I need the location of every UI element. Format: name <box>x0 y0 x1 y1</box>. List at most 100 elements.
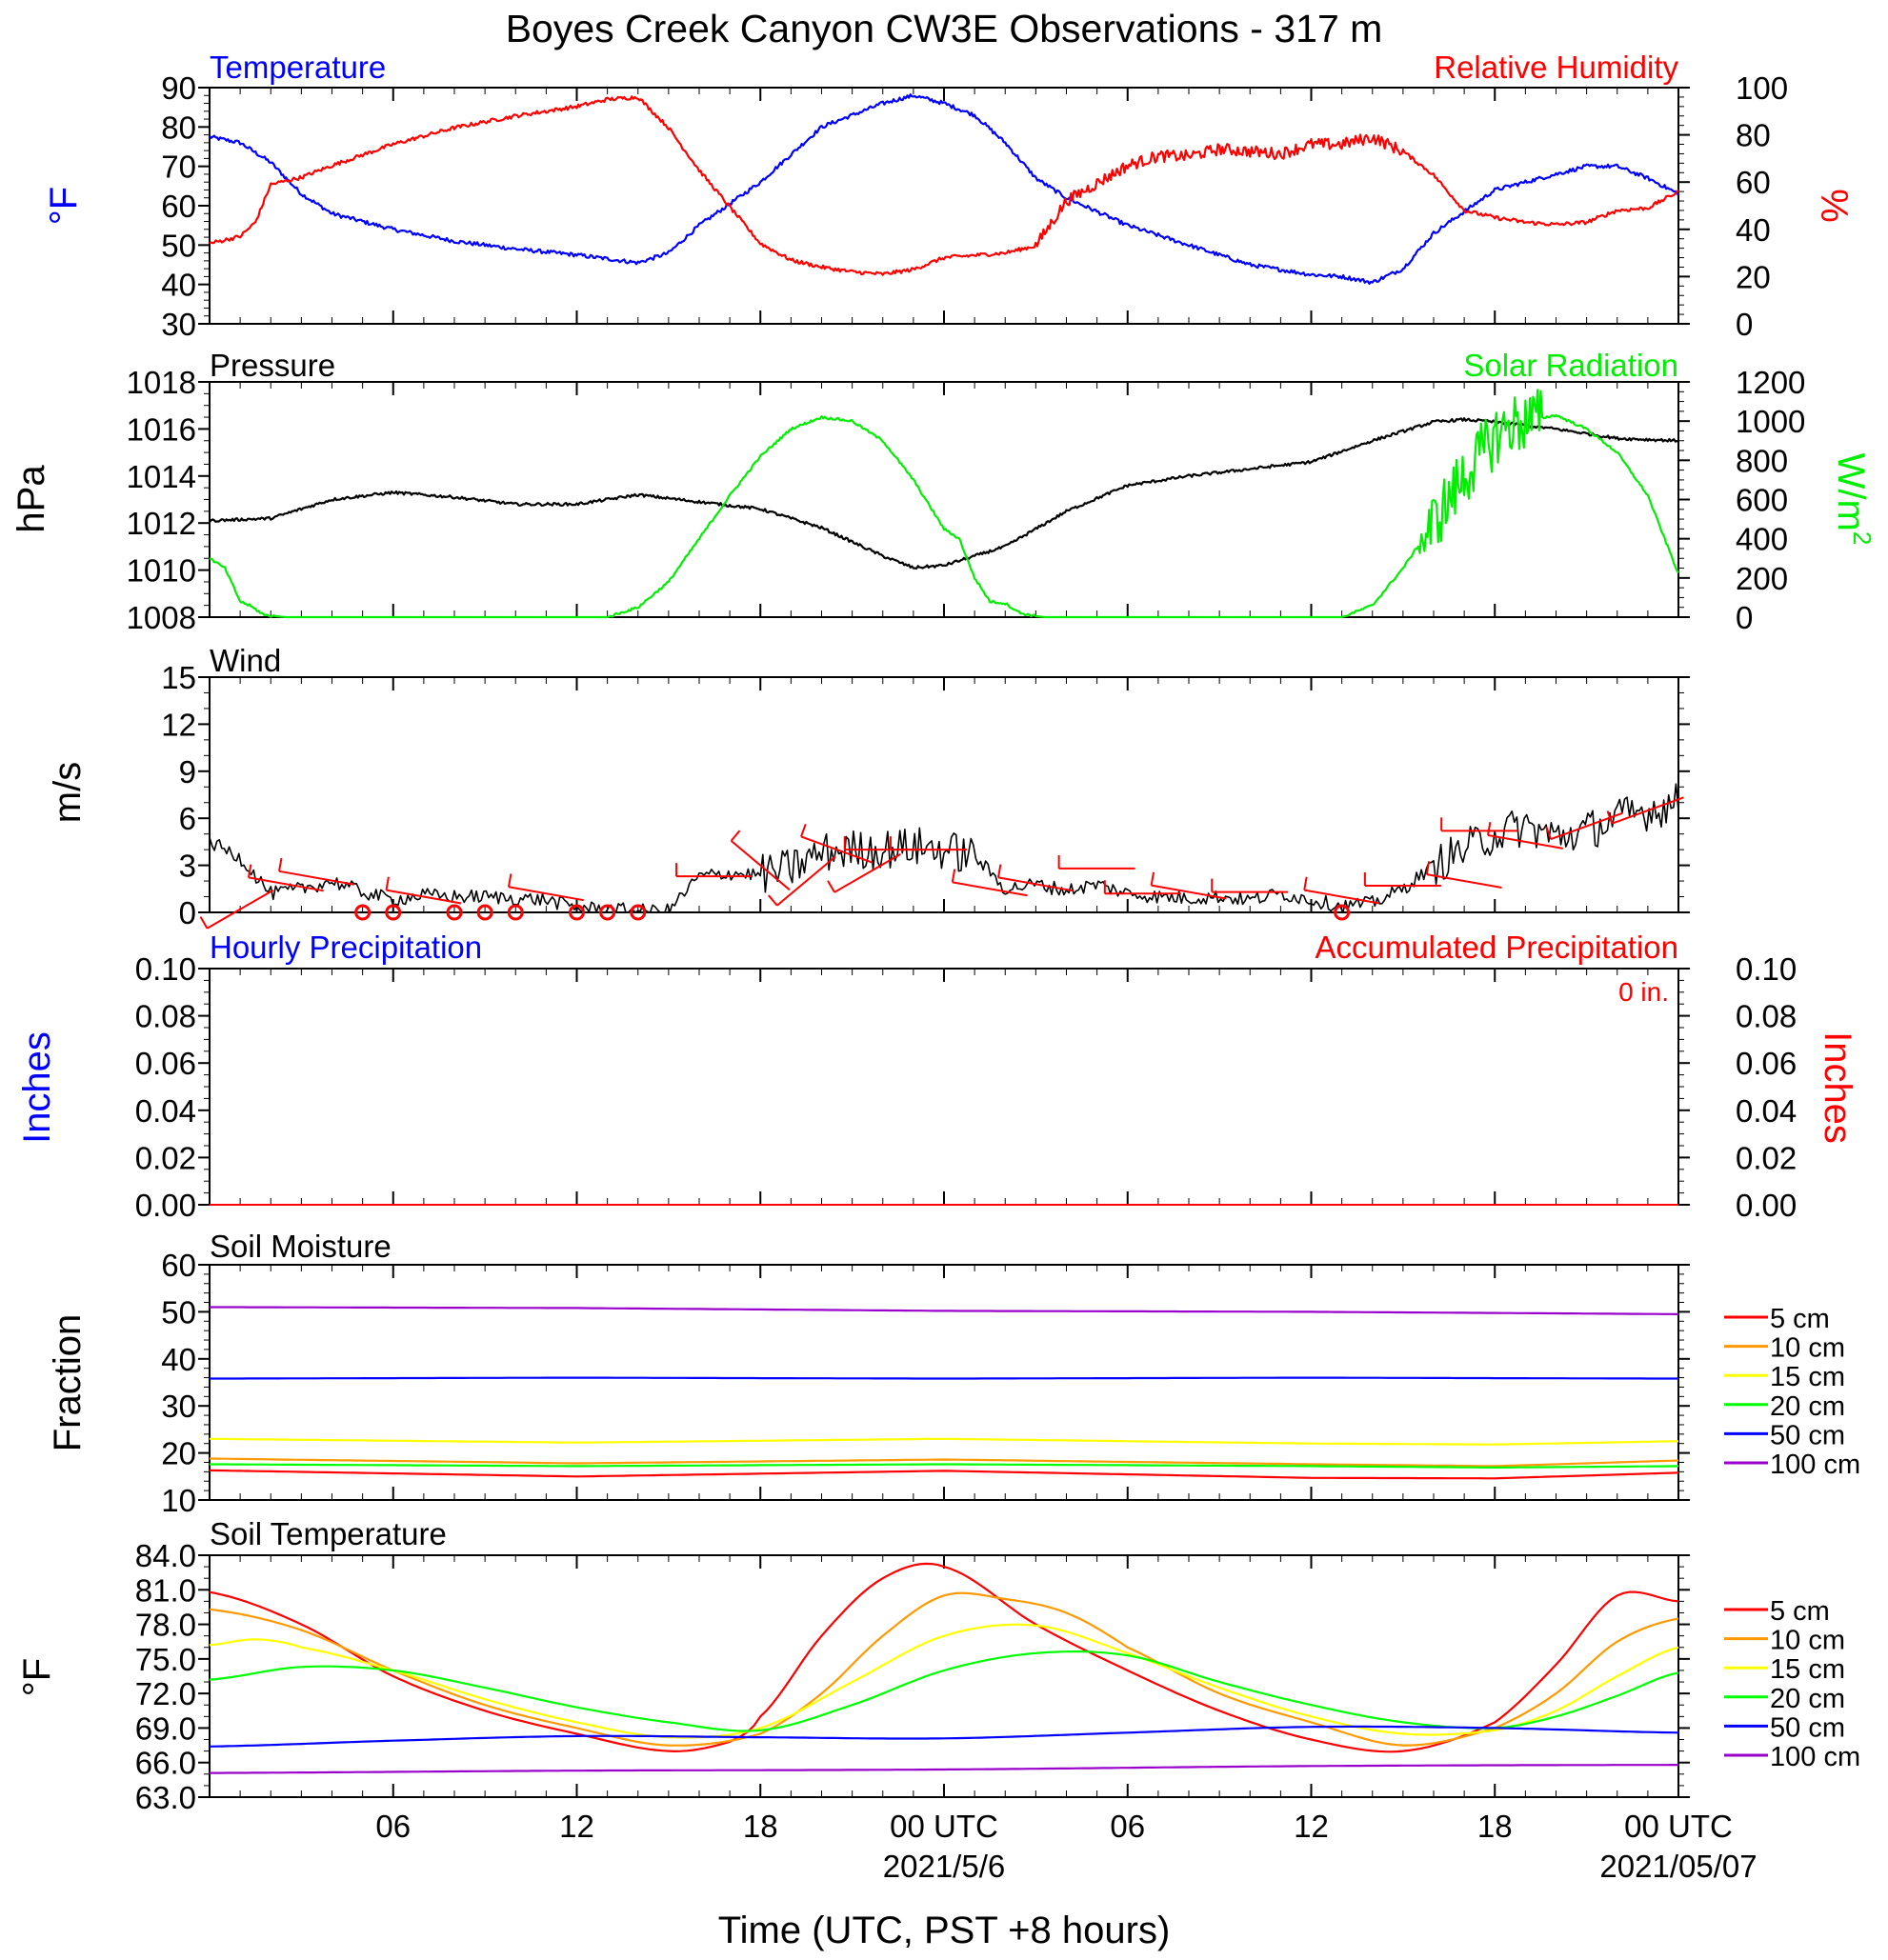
precip-right-tick-label: 0.00 <box>1736 1188 1797 1223</box>
soil_temp-legend-label: 5 cm <box>1770 1596 1830 1627</box>
x-tick-label: 00 UTC <box>1624 1809 1733 1844</box>
soil_moisture-left-tick-label: 30 <box>161 1389 196 1424</box>
temperature-humidity-panel: Temperature Relative Humidity °F % 30 40 5… <box>43 50 1855 342</box>
soil-temperature-title: Soil Temperature <box>210 1516 447 1551</box>
soil_temp-left-tick-label: 69.0 <box>135 1710 196 1746</box>
temp_rh-left-tick-label: 50 <box>161 228 196 263</box>
temperature-axis-label: °F <box>43 187 85 225</box>
wind-left-tick-label: 15 <box>161 660 196 695</box>
humidity-axis-label: % <box>1813 189 1855 223</box>
x-date-label: 2021/05/07 <box>1599 1849 1757 1884</box>
temp_rh-left-tick-label: 90 <box>161 70 196 106</box>
chart-title: Boyes Creek Canyon CW3E Observations - 3… <box>506 7 1383 50</box>
accum-precip-title: Accumulated Precipitation <box>1315 930 1678 965</box>
calm-marker <box>630 904 647 921</box>
soil-moisture-axis-label: Fraction <box>47 1314 89 1452</box>
wind-barb <box>1151 884 1227 900</box>
temp_rh-left-tick-label: 30 <box>161 307 196 342</box>
precip-left-tick-label: 0.04 <box>135 1093 196 1129</box>
wind-barb-flag <box>996 864 1002 878</box>
soil-moisture-line-15cm <box>209 1437 1679 1446</box>
precip-right-tick-label: 0.08 <box>1736 999 1797 1034</box>
wind-barb-flag <box>1303 876 1308 890</box>
x-tick-label: 18 <box>743 1809 778 1844</box>
wind-left-tick-label: 6 <box>179 801 196 836</box>
pressure-solar-panel: Pressure Solar Radiation hPa W/m2 1008 10… <box>10 348 1877 635</box>
wind-left-tick-label: 3 <box>179 849 196 884</box>
temp_rh-right-tick-label: 60 <box>1736 165 1771 200</box>
pressure-line <box>209 417 1679 570</box>
pressure_solar-right-tick-label: 800 <box>1736 443 1788 478</box>
soil-moisture-title: Soil Moisture <box>210 1229 392 1264</box>
x-tick-label: 00 UTC <box>890 1809 998 1844</box>
wind-panel: Wind m/s 0 3 6 9 12 15 <box>47 643 1690 930</box>
x-tick-label: 18 <box>1477 1809 1513 1844</box>
humidity-line <box>209 95 1679 276</box>
soil_moisture-legend-label: 10 cm <box>1770 1333 1845 1364</box>
pressure_solar-left-tick-label: 1014 <box>127 459 196 494</box>
temp_rh-right-tick-label: 80 <box>1736 118 1771 153</box>
calm-marker <box>569 904 585 921</box>
wind-left-tick-label: 9 <box>179 754 196 790</box>
pressure_solar-left-tick-label: 1012 <box>127 506 196 541</box>
hourly-precip-title: Hourly Precipitation <box>210 930 482 965</box>
temp_rh-right-tick-label: 100 <box>1736 70 1788 106</box>
calm-marker <box>1334 904 1351 921</box>
soil_moisture-left-tick-label: 20 <box>161 1436 196 1471</box>
soil_temp-left-tick-label: 75.0 <box>135 1642 196 1677</box>
x-date-label: 2021/5/6 <box>883 1849 1005 1884</box>
soil-moisture-line-20cm <box>210 1463 1679 1469</box>
soil_temp-legend-label: 10 cm <box>1770 1626 1845 1656</box>
pressure_solar-right-tick-label: 0 <box>1736 600 1753 635</box>
soil_temp-legend-label: 100 cm <box>1770 1742 1860 1772</box>
solar-axis-unit-sup: 2 <box>1848 531 1877 545</box>
soil-temp-line-20cm <box>209 1650 1679 1732</box>
soil_moisture-legend-label: 5 cm <box>1770 1304 1830 1334</box>
wind-barb <box>1611 796 1684 825</box>
soil_temp-legend-label: 50 cm <box>1770 1712 1845 1743</box>
soil-temp-line-10cm <box>209 1591 1679 1747</box>
x-tick-label: 12 <box>1294 1809 1329 1844</box>
soil-temp-line-15cm <box>209 1623 1679 1739</box>
wind-barb-flag <box>1425 861 1431 875</box>
soil_temp-left-tick-label: 84.0 <box>135 1538 196 1573</box>
wind-barb-flag <box>1486 821 1492 836</box>
soil_temp-legend-label: 20 cm <box>1770 1684 1845 1714</box>
wind-barb <box>1426 873 1502 889</box>
soil_temp-left-tick-label: 66.0 <box>135 1746 196 1781</box>
temp_rh-left-tick-label: 80 <box>161 110 196 145</box>
soil-temp-line-5cm <box>209 1562 1679 1753</box>
x-tick-label: 12 <box>559 1809 594 1844</box>
accum-precip-axis-label: Inches <box>1817 1031 1858 1144</box>
wind-barb <box>248 876 324 892</box>
soil-moisture-line-100cm <box>210 1306 1679 1315</box>
precip-right-tick-label: 0.02 <box>1736 1140 1797 1175</box>
temp_rh-right-tick-label: 40 <box>1736 212 1771 248</box>
soil-temp-line-50cm <box>209 1725 1679 1748</box>
pressure_solar-right-tick-label: 600 <box>1736 483 1788 518</box>
time-axis: Time (UTC, PST +8 hours) 06 12 18 00 UTC 06 1… <box>375 1809 1757 1951</box>
pressure_solar-right-tick-label: 1000 <box>1736 404 1805 439</box>
soil_moisture-legend-label: 15 cm <box>1770 1362 1845 1392</box>
pressure_solar-left-tick-label: 1016 <box>127 411 196 447</box>
soil-temperature-panel: Soil Temperature °F 63.066.069.072.075.0… <box>16 1516 1860 1815</box>
soil_moisture-legend-label: 50 cm <box>1770 1420 1845 1450</box>
precip-left-tick-label: 0.00 <box>135 1188 196 1223</box>
soil-temp-line-100cm <box>210 1764 1678 1774</box>
wind-left-tick-label: 0 <box>179 895 196 930</box>
x-tick-label: 06 <box>375 1809 411 1844</box>
calm-marker <box>476 904 493 921</box>
x-tick-label: 06 <box>1110 1809 1145 1844</box>
soil-moisture-line-10cm <box>209 1457 1679 1468</box>
wind-left-tick-label: 12 <box>161 707 196 742</box>
temperature-panel-title: Temperature <box>210 50 386 85</box>
wind-barb <box>206 889 274 930</box>
soil_moisture-legend-label: 20 cm <box>1770 1391 1845 1422</box>
calm-marker <box>599 904 616 921</box>
soil_moisture-left-tick-label: 40 <box>161 1342 196 1377</box>
temp_rh-left-tick-label: 70 <box>161 150 196 185</box>
soil_temp-left-tick-label: 78.0 <box>135 1608 196 1643</box>
wind-barb-flag <box>1150 871 1155 886</box>
humidity-panel-title: Relative Humidity <box>1434 50 1678 85</box>
